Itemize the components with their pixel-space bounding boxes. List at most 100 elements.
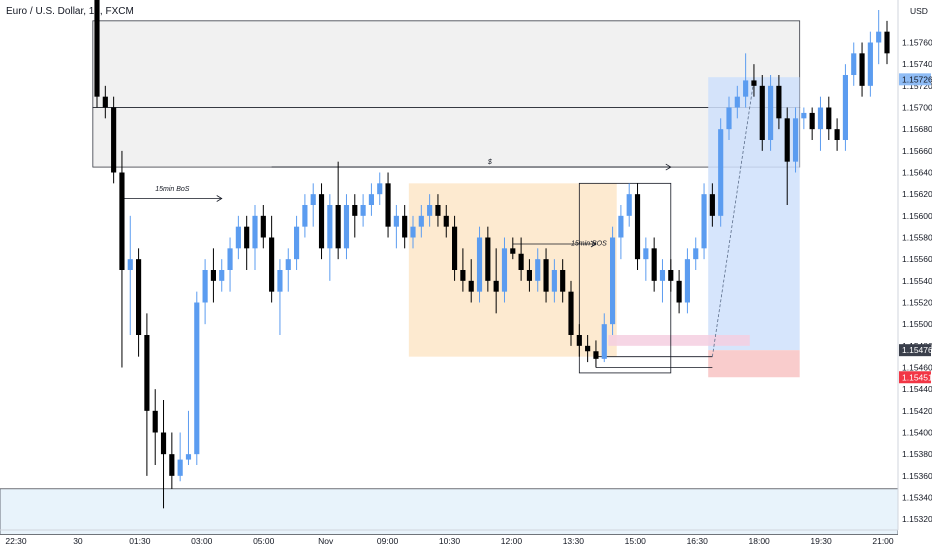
candle-body [352, 205, 358, 216]
candle-body [526, 270, 532, 281]
candle-body [468, 280, 474, 292]
candle-body [335, 205, 341, 249]
candle-body [177, 459, 183, 476]
candle-body [418, 215, 424, 227]
price-tag-current [899, 344, 931, 357]
candle [643, 237, 649, 281]
candle-body [435, 205, 441, 216]
candle [842, 64, 848, 151]
candle-body [560, 270, 566, 292]
price-axis-bg [898, 0, 932, 550]
candle-body [310, 194, 316, 205]
candle-body [377, 183, 383, 195]
price-tick-label: 1.15500 [902, 319, 932, 329]
candle-body [718, 129, 724, 216]
price-tick-label: 1.15560 [902, 254, 932, 264]
candle-body [452, 226, 458, 270]
time-tick-label: 01:30 [129, 536, 151, 546]
candle [202, 259, 208, 325]
candle-body [277, 270, 283, 292]
candle [734, 85, 740, 119]
candle [776, 75, 782, 130]
candle [102, 85, 108, 119]
candles-layer [94, 0, 890, 509]
candle [144, 313, 150, 476]
candle [618, 205, 624, 260]
candle [510, 237, 516, 260]
candle-body [318, 194, 325, 249]
bos-arrow-2-head [590, 240, 597, 248]
candle-body [385, 183, 391, 227]
candle-body [185, 454, 192, 460]
candle-body [585, 345, 591, 352]
candle [726, 96, 732, 140]
candle [668, 259, 674, 292]
candle-body [759, 85, 765, 140]
candle-body [842, 75, 848, 140]
price-tick-label: 1.15580 [902, 233, 932, 243]
candle-body [576, 335, 582, 346]
time-tick-label: Nov [318, 536, 334, 546]
price-tick-label: 1.15660 [902, 146, 932, 156]
candle [360, 194, 366, 227]
candle [809, 107, 815, 140]
candle [651, 237, 657, 292]
candle-body [227, 248, 233, 270]
candle [792, 107, 799, 173]
candle [169, 432, 175, 489]
candle-body [734, 96, 740, 108]
candle [593, 340, 599, 368]
candle-body [634, 194, 641, 260]
time-tick-label: 15:00 [625, 536, 647, 546]
candle-body [709, 194, 715, 216]
candle-body [269, 237, 275, 292]
candle [194, 291, 200, 465]
candle-body [285, 259, 291, 270]
candle-body [643, 248, 649, 260]
candle [219, 259, 225, 292]
candle [377, 172, 383, 205]
candle [751, 64, 757, 97]
candle-body [111, 107, 117, 173]
trade-path [711, 79, 755, 357]
candle-body [867, 42, 873, 86]
candle [693, 237, 699, 270]
candle [244, 215, 250, 270]
candle [501, 237, 508, 303]
liquidity-arrow-head [665, 163, 672, 171]
supply-zone-lower [92, 107, 801, 168]
candle [468, 259, 474, 303]
candle [160, 400, 167, 509]
candle [634, 183, 641, 270]
price-tick-label: 1.15760 [902, 38, 932, 48]
candle [626, 183, 632, 227]
candle-body [360, 205, 366, 216]
candle [568, 280, 574, 346]
candle [485, 226, 491, 292]
candle [817, 96, 824, 151]
annotations-layer: 15min BoS $15min BOS [155, 159, 607, 247]
candle [235, 215, 241, 260]
time-tick-label: 13:30 [563, 536, 585, 546]
candle-body [510, 248, 516, 254]
candle [418, 205, 424, 238]
candle [585, 335, 591, 363]
candle-body [726, 107, 732, 130]
time-tick-label: 09:00 [377, 536, 399, 546]
candle-body [543, 259, 549, 292]
candle-body [743, 80, 749, 97]
candle [884, 20, 890, 65]
candle [277, 259, 283, 335]
candle [252, 205, 258, 270]
candle-body [884, 31, 890, 54]
candle-body [876, 31, 882, 43]
price-tick-label: 1.15700 [902, 103, 932, 113]
candle [834, 118, 840, 151]
candle-body [809, 112, 815, 130]
candle-body [676, 280, 682, 303]
candle-body [551, 270, 557, 292]
candle-body [834, 129, 840, 140]
candle-body [626, 194, 632, 216]
candle-body [119, 172, 125, 270]
